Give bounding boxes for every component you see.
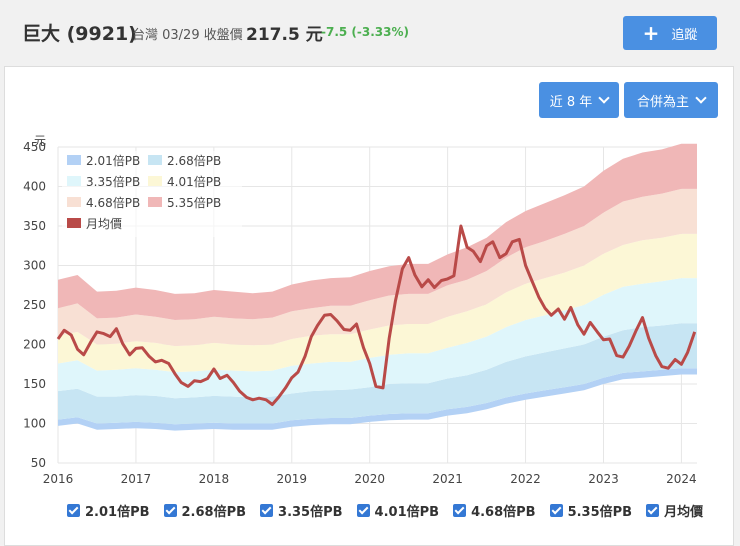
y-tick-label: 400: [23, 180, 46, 194]
legend-swatch: [148, 176, 162, 186]
series-toggles: 2.01倍PB 2.68倍PB 3.35倍PB 4.01倍PB 4.68倍PB 5.35倍…: [67, 501, 717, 520]
mode-dropdown-label: 合併為主: [636, 94, 689, 110]
legend-label: 4.68倍PB: [86, 195, 140, 210]
series-toggle-label: 3.35倍PB: [278, 505, 343, 520]
band-5.35倍PB: [58, 143, 697, 320]
checkbox-checked-icon[interactable]: [67, 504, 80, 517]
series-line-月均價: [56, 224, 697, 406]
band-4.01倍PB: [58, 233, 697, 373]
series-toggle[interactable]: 4.68倍PB: [453, 501, 536, 520]
series-toggle[interactable]: 4.01倍PB: [356, 501, 440, 520]
legend-label: 4.01倍PB: [167, 174, 221, 189]
y-tick-label: 450: [23, 140, 46, 154]
period-dropdown-label: 近 8 年: [549, 94, 593, 110]
x-tick-label: 2023: [588, 472, 619, 486]
y-tick-label: 150: [23, 377, 46, 391]
series-toggle-label: 4.68倍PB: [471, 505, 536, 520]
legend-label: 3.35倍PB: [86, 174, 140, 189]
legend-swatch: [67, 218, 81, 228]
mode-dropdown[interactable]: 合併為主: [624, 82, 718, 118]
series-toggle[interactable]: 2.68倍PB: [163, 501, 247, 520]
y-tick-label: 300: [23, 259, 46, 273]
market-date: 台灣 03/29 收盤價: [132, 28, 243, 43]
legend-label: 月均價: [86, 217, 122, 231]
x-tick-label: 2016: [43, 472, 74, 486]
series-toggle-label: 月均價: [664, 505, 704, 520]
series-toggle[interactable]: 2.01倍PB: [67, 501, 150, 520]
stock-title: 巨大 (9921): [22, 23, 137, 45]
legend-swatch: [148, 155, 162, 165]
band-4.68倍PB: [58, 188, 697, 347]
legend-background: [62, 151, 242, 237]
legend-label: 2.01倍PB: [86, 153, 140, 168]
y-axis-label: 元: [34, 134, 46, 148]
series-toggle-label: 2.68倍PB: [181, 505, 247, 520]
band-2.68倍PB: [58, 323, 697, 425]
legend-swatch: [67, 155, 81, 165]
band-3.35倍PB: [58, 278, 697, 399]
legend-label: 2.68倍PB: [167, 153, 221, 168]
x-tick-label: 2019: [277, 472, 308, 486]
pb-bands: [58, 143, 697, 431]
x-tick-label: 2017: [121, 472, 152, 486]
chart-panel: 近 8 年 合併為主 50 100 150 200 250 300 350 400 450 元 20…: [4, 66, 734, 546]
checkbox-checked-icon[interactable]: [260, 504, 274, 517]
x-tick-label: 2022: [510, 472, 541, 486]
series-toggle[interactable]: 月均價: [646, 501, 703, 520]
y-tick-label: 200: [23, 338, 46, 352]
x-tick-label: 2021: [432, 472, 463, 486]
series-toggle-label: 2.01倍PB: [85, 505, 150, 520]
period-dropdown[interactable]: 近 8 年: [539, 82, 619, 118]
stock-header: 巨大 (9921) 台灣 03/29 收盤價 217.5 元 -7.5 (-3.…: [0, 0, 740, 62]
track-button[interactable]: + 追蹤: [623, 16, 717, 50]
checkbox-checked-icon[interactable]: [453, 504, 467, 517]
x-tick-label: 2020: [354, 472, 385, 486]
y-tick-label: 250: [23, 298, 46, 312]
close-price: 217.5 元: [246, 25, 323, 45]
legend-swatch: [67, 197, 81, 207]
price-change: -7.5 (-3.33%): [321, 25, 409, 39]
y-tick-label: 50: [31, 456, 46, 470]
checkbox-checked-icon[interactable]: [646, 504, 660, 517]
x-tick-label: 2018: [199, 472, 230, 486]
legend-swatch: [67, 176, 81, 186]
checkbox-checked-icon[interactable]: [549, 504, 563, 517]
checkbox-checked-icon[interactable]: [356, 504, 370, 517]
series-toggle[interactable]: 3.35倍PB: [260, 501, 343, 520]
band-2.01倍PB: [58, 368, 697, 431]
legend-label: 5.35倍PB: [167, 195, 221, 210]
checkbox-checked-icon[interactable]: [163, 504, 177, 517]
series-toggle-label: 5.35倍PB: [567, 505, 633, 520]
chart-legend: 2.01倍PB 2.68倍PB 3.35倍PB 4.01倍PB 4.68倍PB 5.35倍…: [62, 151, 242, 237]
legend-swatch: [148, 197, 162, 207]
plus-icon: +: [642, 21, 660, 45]
series-toggle-label: 4.01倍PB: [374, 505, 440, 520]
x-tick-label: 2024: [666, 472, 697, 486]
y-tick-label: 350: [23, 219, 46, 233]
series-toggle[interactable]: 5.35倍PB: [549, 501, 633, 520]
price-line: [56, 224, 697, 406]
track-button-label: 追蹤: [671, 27, 698, 43]
y-tick-label: 100: [23, 417, 46, 431]
